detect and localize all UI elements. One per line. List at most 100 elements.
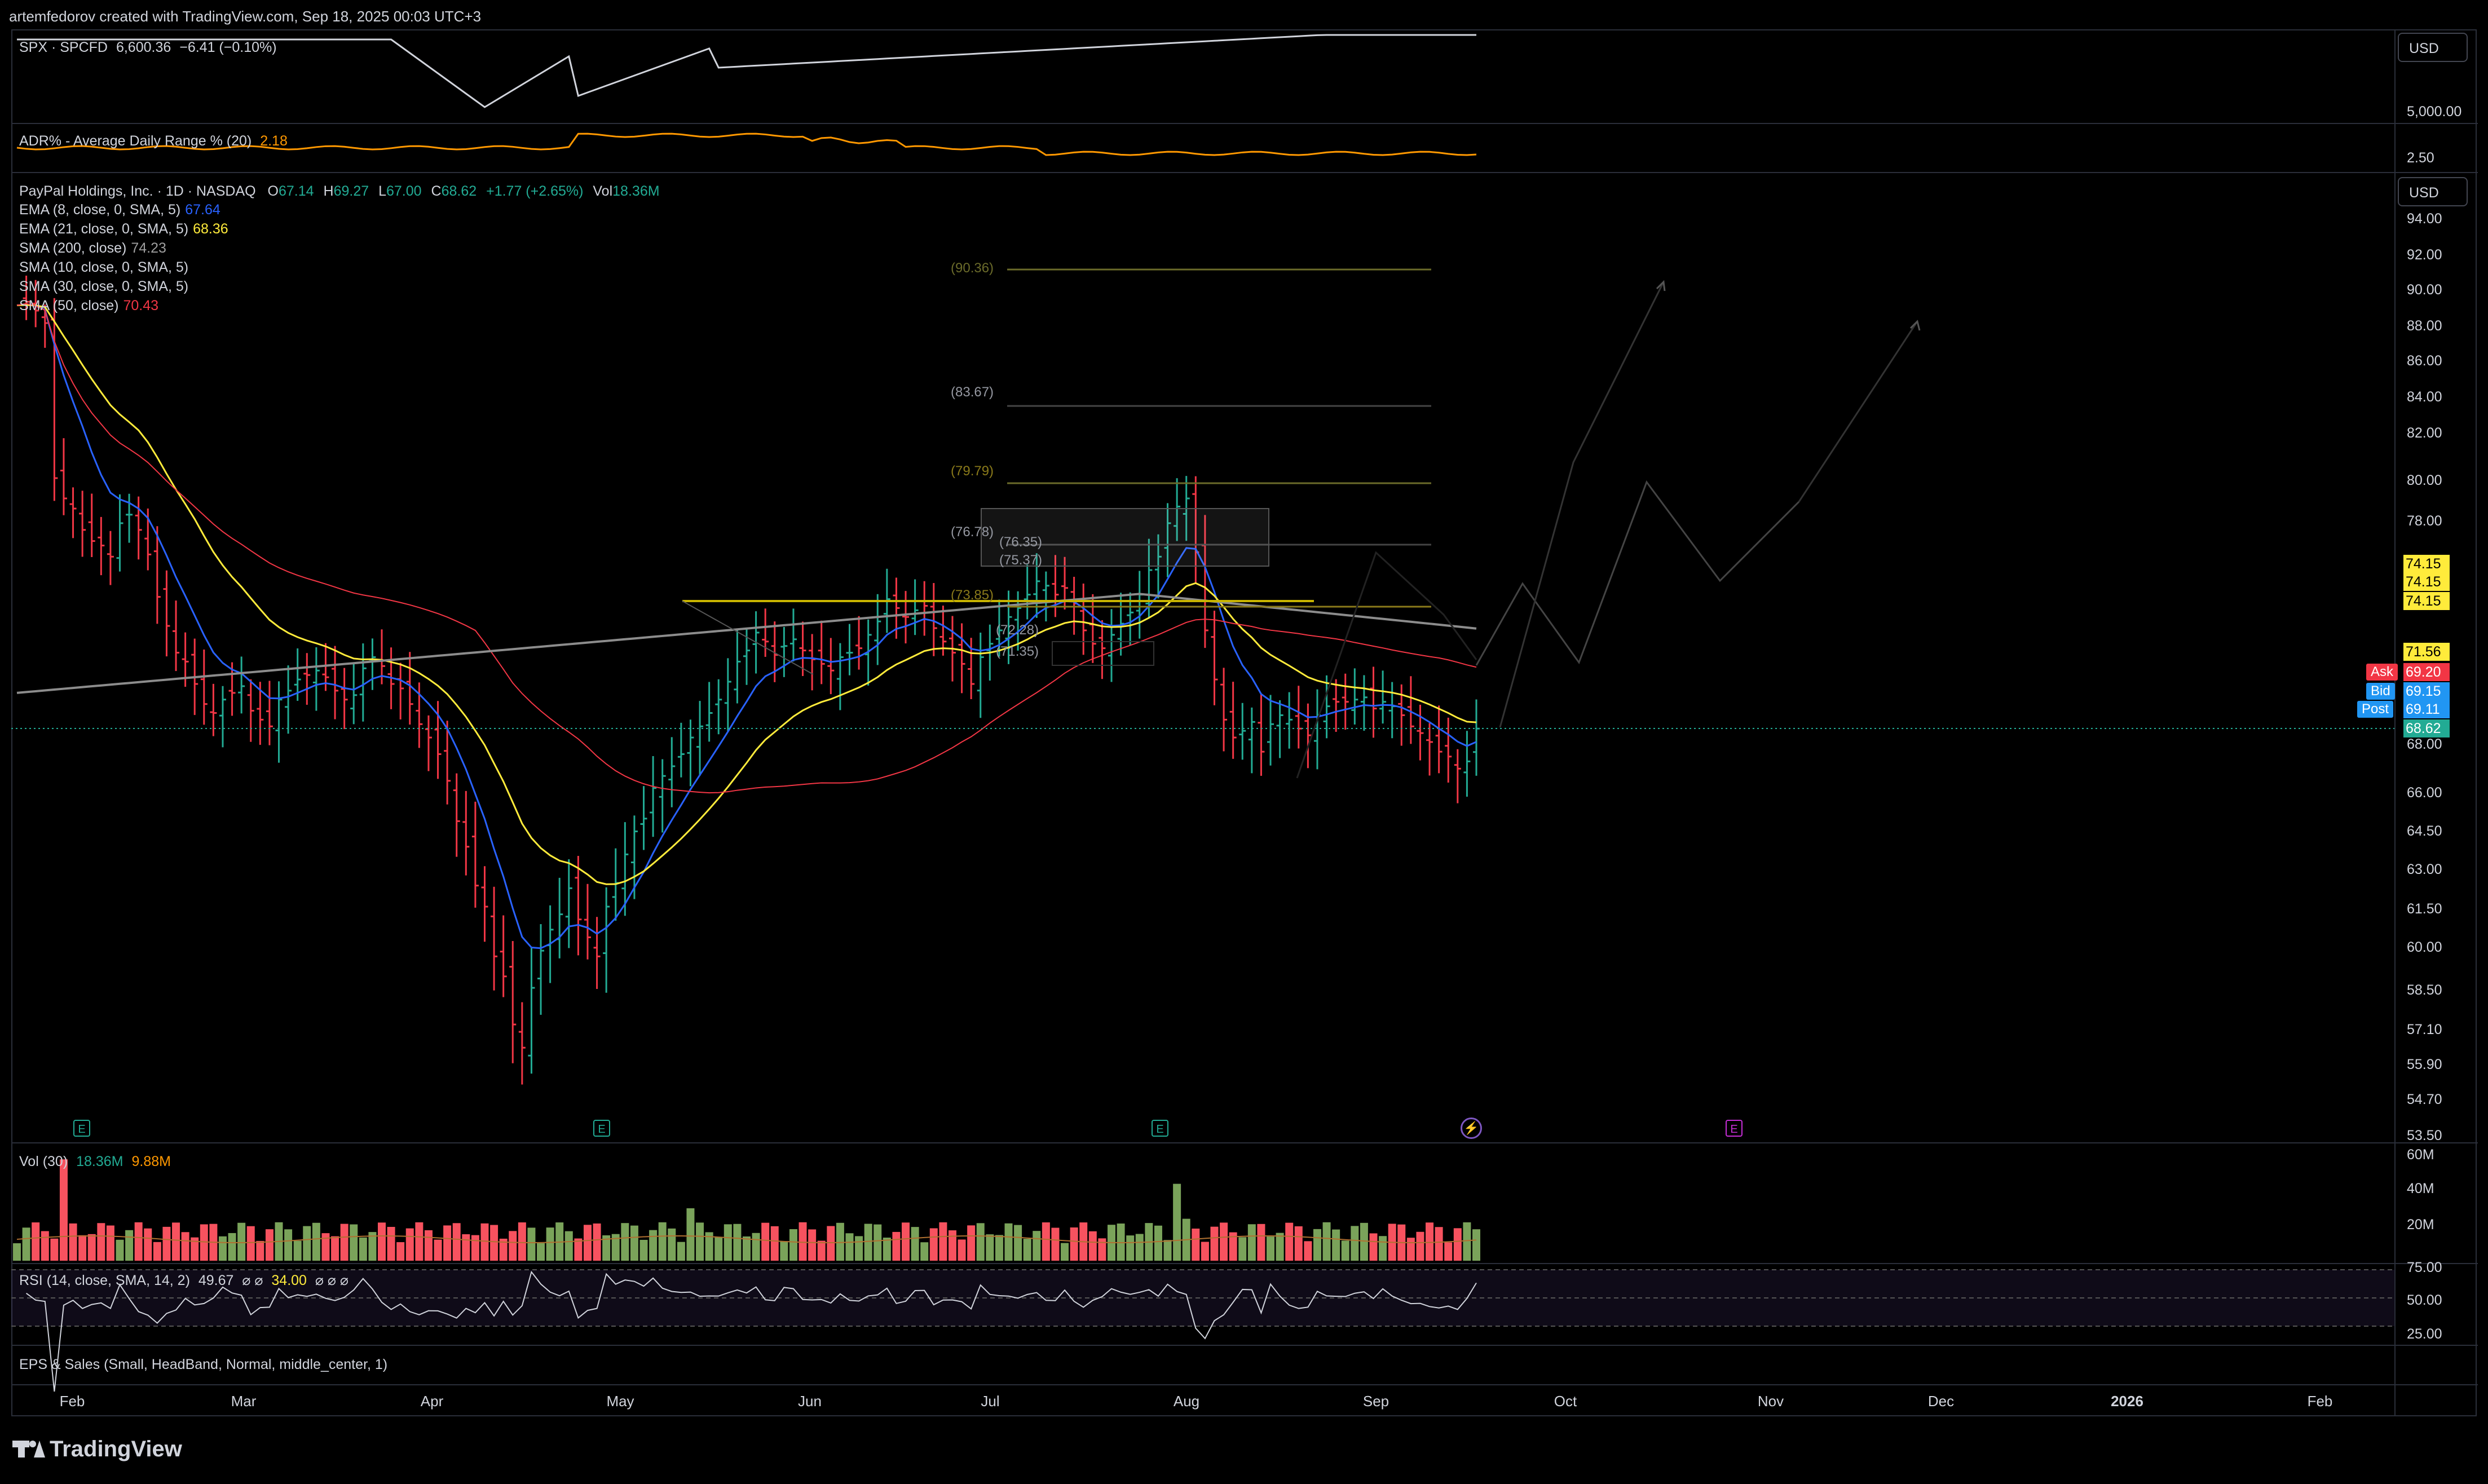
volume-bar — [1135, 1234, 1144, 1261]
volume-bar — [405, 1228, 414, 1261]
volume-bar — [527, 1227, 536, 1261]
volume-bar — [1126, 1235, 1135, 1261]
fib-level-label: (83.67) — [951, 385, 994, 400]
volume-bar — [1379, 1236, 1387, 1261]
volume-bar — [191, 1237, 199, 1261]
volume-bar — [789, 1229, 797, 1261]
volume-bar — [1201, 1242, 1209, 1261]
volume-bar — [359, 1237, 367, 1261]
volume-bar — [1276, 1233, 1284, 1261]
price-badge: 68.62 — [2403, 719, 2450, 737]
adr-label: ADR% - Average Daily Range % (20) — [19, 133, 252, 149]
price-tick: 78.00 — [2407, 513, 2442, 529]
volume-bar — [724, 1224, 732, 1261]
volume-bar — [967, 1225, 976, 1261]
main-currency-button[interactable]: USD — [2398, 177, 2468, 206]
volume-bar — [883, 1238, 891, 1261]
volume-bar — [1192, 1229, 1200, 1261]
indicator-legend-item: SMA (50, close) 70.43 — [19, 298, 158, 314]
indicator-label: SMA (30, close, 0, SMA, 5) — [19, 279, 189, 294]
volume-bar — [172, 1222, 180, 1261]
volume-bar — [78, 1235, 87, 1261]
time-axis-label: Sep — [1362, 1393, 1389, 1410]
volume-bar — [593, 1223, 601, 1261]
price-tick: 88.00 — [2407, 318, 2442, 334]
price-badge: 71.56 — [2403, 643, 2450, 661]
volume-bar — [509, 1231, 517, 1261]
price-tick: 58.50 — [2407, 982, 2442, 998]
price-badge: 74.15 — [2403, 592, 2450, 610]
price-tick: 84.00 — [2407, 389, 2442, 405]
volume-bar — [434, 1239, 442, 1261]
volume-bar — [350, 1224, 358, 1261]
volume-bar — [855, 1236, 863, 1261]
fib-level-label: (72.28) — [996, 622, 1039, 638]
pane-separator — [11, 1142, 2478, 1143]
volume-bar — [144, 1228, 152, 1261]
dividend-event-icon[interactable]: ⚡ — [1461, 1118, 1482, 1139]
sma200-line — [16, 593, 1477, 694]
volume-bar — [621, 1223, 629, 1261]
time-axis-label: Apr — [420, 1393, 444, 1410]
volume-bar — [1163, 1240, 1172, 1261]
rsi-tick: 75.00 — [2407, 1260, 2442, 1275]
volume-bar — [1351, 1226, 1359, 1261]
indicator-label: SMA (200, close) — [19, 240, 127, 256]
volume-bar — [378, 1222, 386, 1261]
volume-bar — [462, 1234, 470, 1261]
indicator-label: SMA (10, close, 0, SMA, 5) — [19, 259, 189, 275]
rectangle-zone — [981, 508, 1269, 567]
volume-bar — [1435, 1227, 1443, 1261]
time-axis-label: Feb — [2307, 1393, 2333, 1410]
earnings-marker[interactable]: E — [593, 1120, 610, 1137]
volume-bar — [1322, 1222, 1331, 1261]
chart-frame — [11, 29, 2477, 1416]
earnings-marker-upcoming[interactable]: E — [1726, 1120, 1743, 1137]
adr-tick: 2.50 — [2407, 150, 2434, 166]
volume-bar — [817, 1240, 826, 1261]
price-badge: 74.15 — [2403, 555, 2450, 573]
price-tick: 90.00 — [2407, 282, 2442, 298]
fib-level-label: (76.78) — [951, 524, 994, 540]
earnings-marker[interactable]: E — [73, 1120, 90, 1137]
spx-currency-button[interactable]: USD — [2398, 33, 2468, 62]
volume-bar — [22, 1227, 30, 1261]
rsi-value: 49.67 — [198, 1273, 234, 1288]
projection-path-3 — [1798, 321, 1918, 502]
indicator-legend-item: SMA (10, close, 0, SMA, 5) — [19, 259, 193, 276]
volume-bar — [1285, 1222, 1294, 1261]
price-tick: 54.70 — [2407, 1092, 2442, 1107]
price-tick: 53.50 — [2407, 1128, 2442, 1143]
volume-bar — [564, 1231, 573, 1261]
volume-bar — [1267, 1236, 1275, 1261]
time-axis-label: Mar — [231, 1393, 257, 1410]
price-badge: 69.11 — [2403, 700, 2450, 718]
earnings-marker[interactable]: E — [1152, 1120, 1168, 1137]
price-change: +1.77 (+2.65%) — [486, 183, 584, 199]
fib-level-label: (79.79) — [951, 463, 994, 479]
ohlc-low: L67.00 — [378, 183, 422, 199]
volume-bar — [396, 1242, 405, 1261]
indicator-value: 67.64 — [185, 202, 220, 218]
time-axis-label: Dec — [1927, 1393, 1955, 1410]
volume-bar — [1023, 1239, 1031, 1261]
volume-bar — [958, 1239, 966, 1261]
eps-legend: EPS & Sales (Small, HeadBand, Normal, mi… — [19, 1357, 388, 1372]
volume-bar — [1416, 1231, 1424, 1261]
adr-legend: ADR% - Average Daily Range % (20) 2.18 — [19, 133, 288, 149]
fib-level-label: (75.37) — [999, 553, 1043, 568]
time-axis-label: May — [606, 1393, 634, 1410]
volume-bar — [340, 1224, 349, 1261]
volume-bar — [1098, 1238, 1106, 1261]
volume-bar — [69, 1223, 77, 1261]
volume-bar — [1088, 1231, 1097, 1261]
price-axis-separator — [2394, 29, 2396, 1416]
volume-bar — [1304, 1241, 1312, 1261]
volume-bar — [162, 1226, 171, 1261]
volume-bar — [284, 1229, 293, 1261]
volume-bar — [546, 1227, 554, 1261]
price-tick: 64.50 — [2407, 823, 2442, 839]
volume-bar — [228, 1233, 236, 1261]
symbol-title: PayPal Holdings, Inc. · 1D · NASDAQ — [19, 183, 256, 199]
